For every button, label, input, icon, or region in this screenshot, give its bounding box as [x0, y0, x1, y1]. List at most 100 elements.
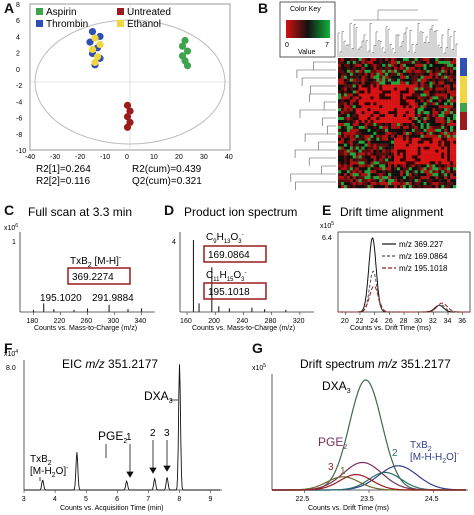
heatmap-cell: [370, 170, 374, 174]
heatmap-cell: [338, 158, 342, 162]
heatmap-cell: [450, 63, 454, 68]
heatmap-cell: [391, 155, 395, 159]
heatmap-cell: [340, 93, 345, 97]
heatmap-cell: [417, 143, 421, 147]
heatmap-cell: [453, 137, 457, 141]
heatmap-cell: [349, 117, 353, 121]
heatmap-cell: [379, 93, 383, 97]
heatmap-cell: [399, 84, 404, 88]
panel-c-x-ticks: 180 220 260 300 340: [27, 312, 146, 325]
heatmap-cell: [438, 140, 442, 144]
heatmap-cell: [441, 93, 445, 97]
heatmap-cell: [450, 179, 454, 183]
heatmap-cell: [453, 123, 457, 127]
heatmap-cell: [367, 140, 371, 144]
heatmap-cell: [352, 93, 356, 97]
heatmap-cell: [364, 137, 368, 141]
heatmap-cell: [394, 131, 398, 136]
heatmap-cell: [402, 105, 407, 109]
x-tick-label: 260: [81, 318, 93, 325]
heatmap-cell: [408, 102, 412, 106]
heatmap-cell: [338, 117, 342, 121]
heatmap-cell: [426, 78, 430, 82]
panel-d: D Product ion spectrum 4 160 200 240 280 320…: [160, 200, 318, 332]
heatmap-cell: [340, 99, 345, 103]
heatmap-cell: [338, 120, 342, 124]
heatmap-cell: [349, 66, 353, 71]
heatmap-cell: [385, 93, 389, 97]
heatmap-cell: [420, 134, 424, 138]
heatmap-cell: [414, 90, 418, 94]
heatmap-cell: [367, 182, 371, 186]
heatmap-cell: [453, 128, 457, 133]
heatmap-cell: [402, 117, 407, 121]
heatmap-cell: [420, 155, 424, 159]
heatmap-cell: [447, 137, 451, 141]
heatmap-cell: [364, 81, 368, 85]
heatmap-cell: [346, 87, 350, 91]
heatmap-cell: [391, 173, 395, 177]
heatmap-cell: [397, 167, 401, 171]
heatmap-cell: [382, 63, 386, 68]
panel-d-ion1: C9H13O3-: [206, 232, 244, 245]
heatmap-cell: [453, 90, 457, 94]
heatmap-cell: [408, 131, 412, 136]
heatmap-cell: [355, 81, 359, 85]
heatmap-cell: [338, 72, 342, 76]
panel-f-txb-line1: TxB2: [30, 454, 52, 467]
heatmap-cell: [394, 123, 398, 127]
heatmap-cell: [429, 152, 433, 156]
heatmap-cell: [435, 87, 439, 91]
heatmap-cell: [370, 96, 374, 100]
heatmap-cell: [338, 114, 342, 118]
heatmap-cell: [420, 96, 424, 100]
heatmap-cell: [338, 123, 342, 127]
heatmap-cell: [338, 125, 342, 130]
heatmap-cell: [414, 149, 418, 153]
heatmap-cell: [361, 140, 365, 144]
heatmap-cell: [388, 158, 392, 162]
heatmap-cell: [355, 182, 359, 186]
heatmap-cell: [453, 179, 457, 183]
heatmap-cell: [367, 111, 371, 115]
heatmap-cell: [417, 134, 421, 138]
x-tick-label: 26: [385, 318, 393, 325]
heatmap-cell: [405, 93, 409, 97]
heatmap-cell: [355, 108, 359, 112]
heatmap-cell: [340, 125, 345, 130]
heatmap-cell: [388, 128, 392, 133]
heatmap-cell: [352, 170, 356, 174]
panel-d-boxed-peak-2: [203, 282, 267, 300]
panel-g-peak-1: 1: [340, 466, 346, 477]
heatmap-cell: [411, 96, 415, 100]
heatmap-cell: [391, 114, 395, 118]
heatmap-cell: [373, 72, 377, 76]
heatmap-cell: [364, 123, 368, 127]
heatmap-cell: [343, 149, 348, 153]
heatmap-cell: [343, 185, 348, 189]
heatmap-cell: [343, 161, 348, 165]
heatmap-cell: [370, 167, 374, 171]
heatmap-cell: [423, 63, 427, 68]
heatmap-cell: [388, 185, 392, 189]
heatmap-cell: [382, 164, 386, 168]
heatmap-cell: [373, 102, 377, 106]
heatmap-cell: [358, 96, 362, 100]
heatmap-cell: [340, 114, 345, 118]
heatmap-cell: [358, 93, 362, 97]
heatmap-cell: [435, 143, 439, 147]
point-aspirin-2: [183, 47, 192, 55]
heatmap-cell: [352, 158, 356, 162]
heatmap-cell: [444, 131, 448, 136]
heatmap-cell: [385, 96, 389, 100]
heatmap-cell: [358, 58, 362, 62]
heatmap-cell: [346, 155, 350, 159]
heatmap-cell: [438, 114, 442, 118]
heatmap-cell: [441, 81, 445, 85]
heatmap-cell: [349, 164, 353, 168]
heatmap-cell: [382, 155, 386, 159]
heatmap-cell: [373, 96, 377, 100]
heatmap-cell: [382, 140, 386, 144]
heatmap-cell: [355, 105, 359, 109]
heatmap-cell: [438, 117, 442, 121]
